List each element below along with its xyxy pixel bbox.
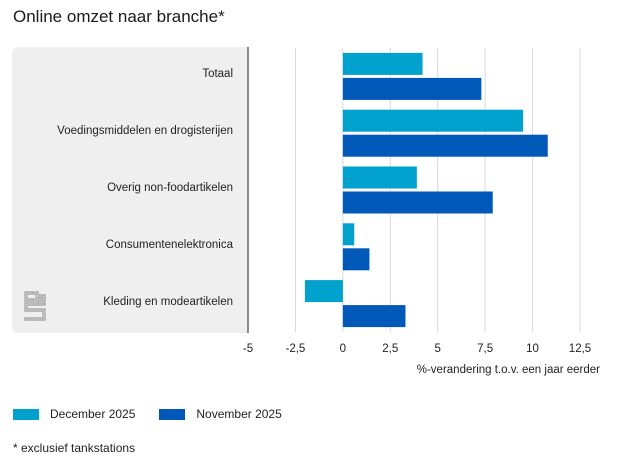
legend-swatch-december [13, 408, 39, 420]
chart-title: Online omzet naar branche* [13, 7, 225, 26]
category-label: Totaal [202, 68, 233, 81]
legend: December 2025 November 2025 [13, 407, 306, 421]
legend-swatch-november [159, 408, 186, 420]
bar-november [342, 77, 482, 100]
category-panel [12, 47, 248, 333]
category-label: Consumentenelektronica [105, 238, 233, 251]
bar-november [342, 248, 370, 271]
legend-item-december: December 2025 [13, 407, 135, 421]
bar-december [342, 166, 417, 189]
category-label: Kleding en modeartikelen [103, 295, 233, 308]
x-axis-label: %-verandering t.o.v. een jaar eerder [416, 364, 600, 376]
x-tick-label: 7,5 [477, 343, 494, 355]
legend-item-november: November 2025 [159, 407, 282, 421]
x-tick-label: -5 [242, 343, 254, 355]
x-tick-label: -2,5 [285, 343, 306, 355]
cbs-logo-icon [24, 291, 46, 321]
bar-november [342, 191, 493, 214]
x-tick-label: 5 [434, 343, 441, 355]
bar-december [342, 223, 355, 246]
bar-december [342, 109, 524, 132]
legend-label-november: November 2025 [196, 407, 282, 421]
legend-label-december: December 2025 [50, 407, 136, 421]
bar-december [342, 52, 423, 75]
category-label: Voedingsmiddelen en drogisterijen [57, 125, 233, 138]
x-tick-label: 10 [526, 343, 539, 355]
bar-december [304, 280, 343, 303]
x-tick-label: 0 [339, 343, 347, 355]
x-tick-label: 12,5 [568, 343, 592, 355]
bar-november [342, 134, 548, 157]
bar-november [342, 305, 406, 328]
x-tick-label: 2,5 [382, 343, 399, 355]
footnote: * exclusief tankstations [13, 441, 136, 455]
category-label: Overig non-foodartikelen [107, 182, 233, 194]
